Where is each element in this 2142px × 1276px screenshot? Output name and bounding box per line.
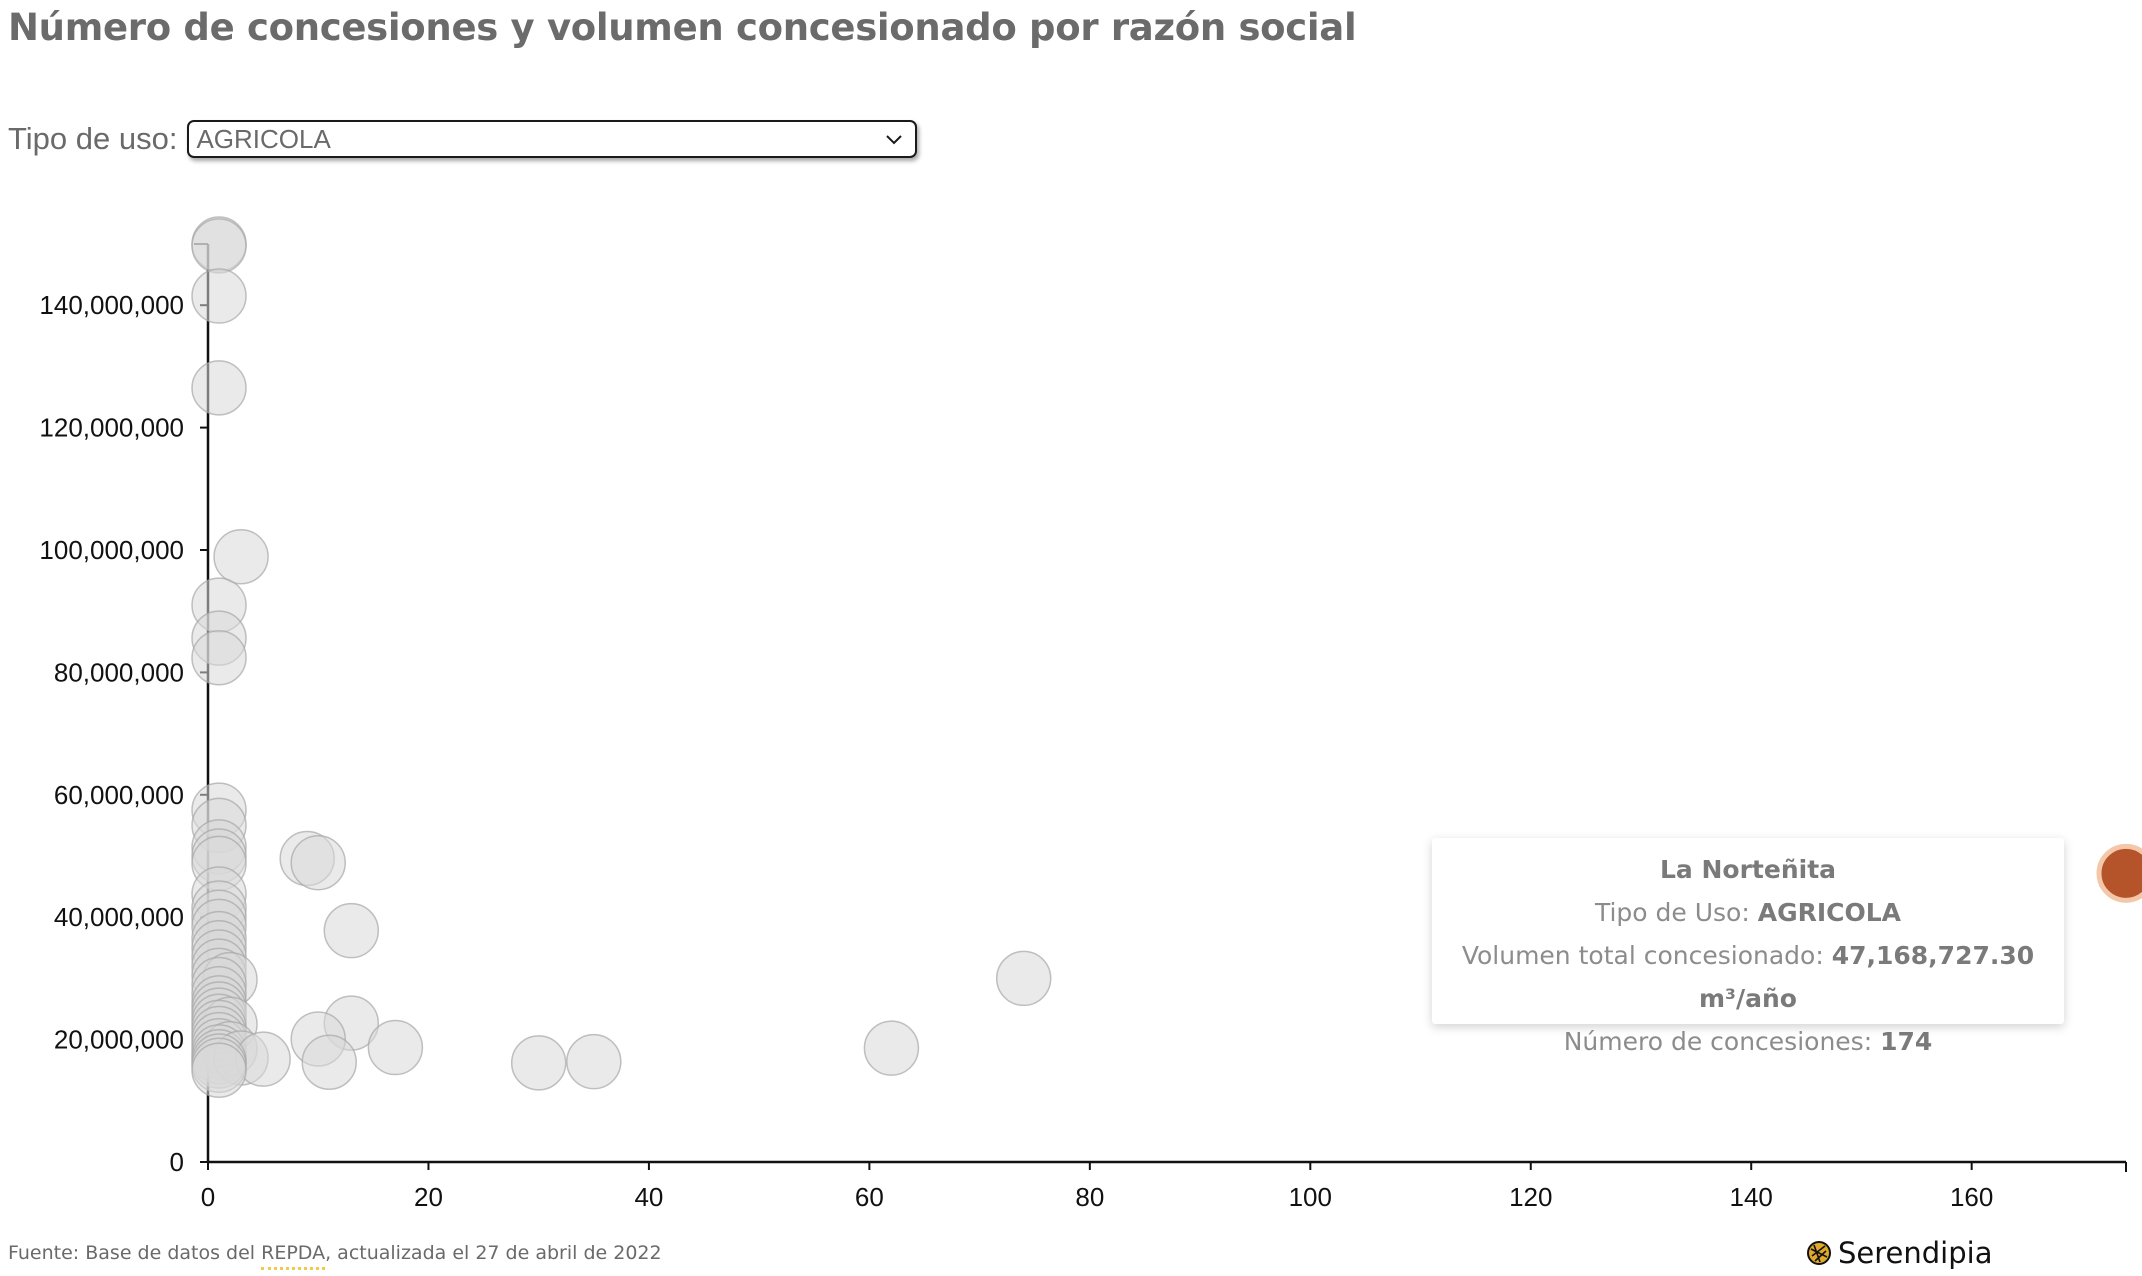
- x-tick-label: 160: [1950, 1182, 1993, 1212]
- x-tick-label: 60: [855, 1182, 884, 1212]
- data-point: [863, 1020, 920, 1076]
- data-point: [191, 629, 247, 686]
- x-tick-label: 20: [414, 1182, 443, 1212]
- data-point: [191, 268, 247, 324]
- x-tick-label: 80: [1075, 1182, 1104, 1212]
- filter-label: Tipo de uso:: [8, 121, 178, 156]
- data-point: [213, 528, 269, 585]
- x-tick-label: 140: [1730, 1182, 1773, 1212]
- use-type-filter: Tipo de uso: AGRICOLA: [8, 118, 918, 160]
- use-type-select[interactable]: AGRICOLA: [187, 120, 918, 158]
- y-tick-label: 80,000,000: [54, 657, 184, 687]
- data-point: [367, 1019, 424, 1076]
- chevron-down-icon: [886, 135, 903, 145]
- y-tick-label: 20,000,000: [54, 1025, 184, 1055]
- repda-link[interactable]: REPDA: [261, 1242, 326, 1270]
- scatter-chart: 0 20 40 60 80 100 120 140 160 0 20,000,000 40,000,0…: [39, 216, 2142, 1212]
- data-point: [995, 950, 1052, 1007]
- data-point: [191, 1042, 247, 1098]
- page-title: Número de concesiones y volumen concesio…: [8, 6, 1357, 49]
- tooltip: La Norteñita Tipo de Uso: AGRICOLA Volum…: [1432, 838, 2064, 1056]
- x-tick-label: 0: [201, 1182, 215, 1212]
- x-tick-label: 100: [1289, 1182, 1332, 1212]
- y-tick-label: 100,000,000: [39, 535, 184, 565]
- data-point: [301, 1034, 358, 1090]
- data-point: [510, 1035, 567, 1091]
- x-tick-label: 40: [634, 1182, 663, 1212]
- brand-logo: Serendipia: [1806, 1236, 1992, 1270]
- data-point: [566, 1033, 622, 1090]
- data-point: [323, 902, 380, 959]
- y-tick-label: 140,000,000: [39, 290, 184, 320]
- tooltip-count: Número de concesiones: 174: [1563, 1027, 1933, 1056]
- source-note: Fuente: Base de datos del REPDA, actuali…: [8, 1242, 662, 1270]
- data-point: [290, 834, 346, 891]
- brand-name: Serendipia: [1838, 1236, 1993, 1270]
- data-point: [191, 218, 247, 274]
- highlighted-point: [2096, 843, 2142, 903]
- tooltip-use: Tipo de Uso: AGRICOLA: [1594, 898, 1902, 927]
- use-type-select-value: AGRICOLA: [196, 123, 331, 154]
- tooltip-name: La Norteñita: [1659, 855, 1837, 884]
- y-tick-label: 120,000,000: [39, 413, 184, 443]
- y-tick-label: 40,000,000: [54, 902, 184, 932]
- y-tick-label: 0: [170, 1147, 184, 1177]
- y-tick-label: 60,000,000: [54, 780, 184, 810]
- tooltip-volume: Volumen total concesionado: 47,168,727.3…: [1461, 941, 2035, 1013]
- x-tick-label: 120: [1509, 1182, 1552, 1212]
- serendipia-logo-icon: [1807, 1241, 1831, 1265]
- data-point: [191, 360, 247, 416]
